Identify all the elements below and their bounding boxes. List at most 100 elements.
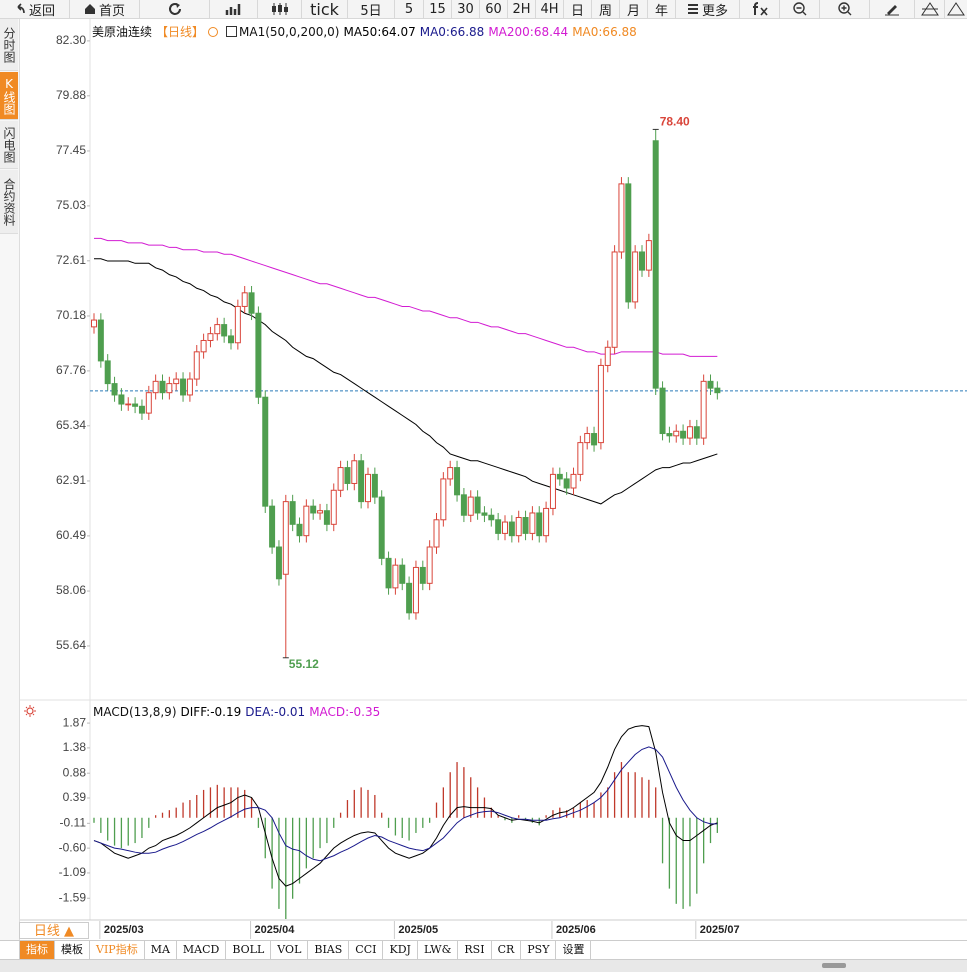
home-button[interactable]: 首页: [70, 0, 140, 19]
indicator-tab[interactable]: KDJ: [383, 941, 418, 959]
indicator-tab[interactable]: 模板: [55, 941, 90, 959]
period-button[interactable]: 周: [592, 0, 620, 19]
side-tab[interactable]: 合约资料: [0, 170, 18, 234]
indicator-tab[interactable]: 设置: [556, 941, 592, 959]
candle-body: [91, 319, 97, 328]
formula-button[interactable]: [740, 0, 780, 18]
candle-body: [344, 467, 351, 484]
candle-body: [289, 501, 296, 525]
high-label: 78.40: [660, 115, 690, 129]
more-button[interactable]: 更多: [676, 0, 740, 19]
period-selector[interactable]: 日线 ▲: [19, 922, 89, 939]
triangle-button[interactable]: [915, 0, 945, 18]
indicator-tab[interactable]: MACD: [177, 941, 227, 959]
y-tick-label: 67.76: [56, 363, 86, 377]
candle-body: [645, 240, 652, 271]
candle-body: [193, 351, 200, 380]
back-button[interactable]: 返回: [0, 0, 70, 19]
refresh-button[interactable]: [140, 0, 210, 18]
low-label: 55.12: [289, 657, 319, 671]
candle-body: [632, 251, 639, 303]
indicator-tab[interactable]: CCI: [349, 941, 384, 959]
indicator-tab[interactable]: 指标: [20, 941, 55, 959]
candle-body: [563, 478, 570, 489]
period-button[interactable]: 5日: [348, 0, 395, 19]
candle-body: [145, 392, 152, 414]
candle-body: [173, 378, 180, 385]
button-label: 更多: [701, 3, 728, 19]
period-button[interactable]: 15: [424, 0, 452, 18]
bar-chart-button[interactable]: [210, 0, 258, 18]
candle-body: [426, 546, 433, 584]
candle-body: [536, 512, 543, 537]
candle-body: [365, 473, 371, 503]
candle-body: [97, 319, 104, 362]
indicator-tab[interactable]: BIAS: [308, 941, 350, 959]
tick-button[interactable]: tick: [302, 0, 348, 19]
y-tick-label: 1.87: [63, 715, 87, 729]
scroll-handle[interactable]: [822, 963, 846, 968]
y-tick-label: 75.03: [56, 198, 86, 212]
indicator-tab[interactable]: VOL: [271, 941, 309, 959]
candle-body: [214, 324, 221, 335]
candle-body: [125, 403, 132, 406]
y-tick-label: 58.06: [56, 583, 86, 597]
candle-body: [433, 519, 440, 548]
macd-icon: [24, 705, 36, 717]
x-tick-label: 2025/04: [255, 924, 296, 936]
candle-body: [522, 517, 529, 534]
candle-body: [454, 467, 461, 496]
period-button[interactable]: 年: [648, 0, 676, 19]
candle-body: [282, 501, 289, 575]
legend-entry: MACD:-0.35: [309, 705, 381, 719]
indicator-tab[interactable]: RSI: [458, 941, 492, 959]
period-button[interactable]: 月: [620, 0, 648, 19]
y-tick-label: -1.09: [59, 865, 87, 879]
candle-body: [529, 512, 536, 534]
indicator-tab[interactable]: LW&: [418, 941, 459, 959]
side-tab[interactable]: 闪电图: [0, 121, 18, 169]
candle-body: [686, 426, 693, 439]
price-legend: 美原油连续 【日线】 MA1(50,0,200,0) MA50:64.07 MA0:66…: [92, 23, 637, 40]
zoom-in-button[interactable]: [820, 0, 870, 18]
button-label: 首页: [98, 3, 125, 19]
draw-button[interactable]: [870, 0, 915, 18]
y-tick-label: -0.11: [60, 816, 87, 830]
period-button[interactable]: 30: [452, 0, 480, 18]
chart-background: [19, 18, 967, 940]
indicator-tab[interactable]: BOLL: [226, 941, 272, 959]
chart-title: MACD(13,8,9): [93, 705, 177, 719]
indicator-icon[interactable]: [226, 26, 238, 37]
settings-icon[interactable]: [208, 26, 219, 37]
indicator-tabs: 指标 模板 VIP指标 MA MACD BOLL VOL BIAS CCI KDJ LW& RSI CR…: [0, 940, 967, 959]
legend-entry: MA0:66.88: [572, 24, 637, 39]
candle-body: [652, 140, 659, 389]
side-tab[interactable]: K线图: [0, 72, 18, 120]
ma-line: [94, 237, 718, 357]
candle-body: [228, 335, 234, 344]
indicator-tab[interactable]: CR: [492, 941, 522, 959]
x-tick-label: 2025/05: [398, 924, 438, 936]
candle-button[interactable]: [258, 0, 302, 18]
y-tick-label: 77.45: [56, 143, 86, 157]
y-tick-label: -1.59: [59, 890, 87, 904]
side-tab[interactable]: 分时图: [0, 19, 18, 71]
candle-body: [186, 378, 193, 396]
period-button[interactable]: 60: [480, 0, 508, 18]
period-button[interactable]: 4H: [536, 0, 564, 18]
indicator-tab[interactable]: VIP指标: [90, 941, 145, 959]
period-button[interactable]: 5: [395, 0, 424, 18]
y-tick-label: 79.88: [56, 88, 86, 102]
indicator-tab[interactable]: MA: [145, 941, 177, 959]
y-tick-label: 1.38: [63, 740, 87, 754]
period-label: 【日线】: [156, 25, 205, 39]
indicator-tab[interactable]: PSY: [521, 941, 557, 959]
zoom-out-button[interactable]: [780, 0, 820, 18]
candle-body: [700, 380, 707, 439]
period-button[interactable]: 2H: [508, 0, 536, 18]
legend-entry: MA0:66.88: [419, 24, 485, 39]
period-button[interactable]: 日: [564, 0, 592, 19]
y-tick-label: 60.49: [56, 528, 86, 542]
triangle-button[interactable]: [945, 0, 967, 18]
